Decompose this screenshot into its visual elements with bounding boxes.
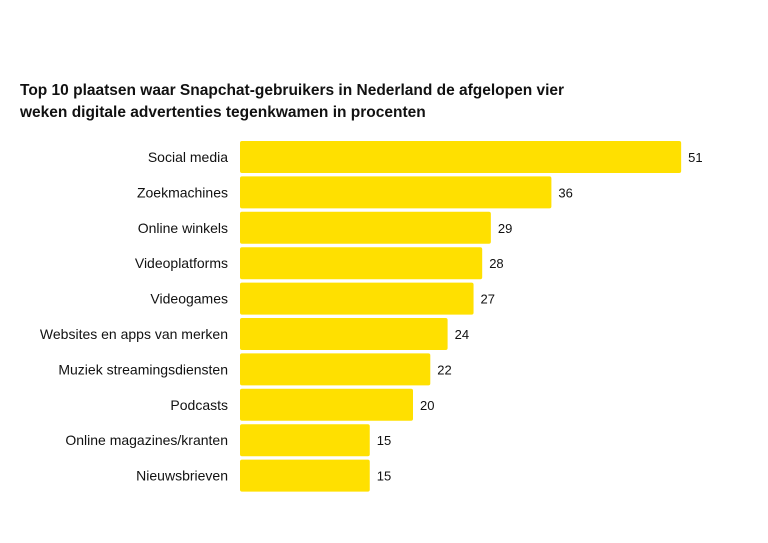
bar xyxy=(240,282,474,315)
bar xyxy=(240,211,491,244)
category-label: Muziek streamingsdiensten xyxy=(58,361,228,377)
bar xyxy=(240,353,431,386)
category-label: Videogames xyxy=(150,291,228,307)
value-label: 51 xyxy=(688,150,702,165)
chart-title-line-2: weken digitale advertenties tegenkwamen … xyxy=(20,104,426,121)
category-label: Online winkels xyxy=(138,220,228,236)
category-label: Zoekmachines xyxy=(137,184,228,200)
bar xyxy=(240,388,413,421)
bar xyxy=(240,318,448,350)
bar xyxy=(240,459,370,492)
category-label: Websites en apps van merken xyxy=(40,326,228,342)
value-label: 36 xyxy=(558,185,572,200)
value-label: 27 xyxy=(481,292,495,307)
value-label: 24 xyxy=(455,327,469,342)
bar xyxy=(240,247,483,280)
value-label: 29 xyxy=(498,221,512,236)
bar xyxy=(240,424,370,457)
category-label: Social media xyxy=(148,149,228,165)
bar xyxy=(240,176,552,209)
category-label: Nieuwsbrieven xyxy=(136,468,228,484)
chart-title: Top 10 plaatsen waar Snapchat-gebruikers… xyxy=(20,80,660,124)
value-label: 22 xyxy=(437,362,451,377)
value-label: 15 xyxy=(377,433,391,448)
chart-title-line-1: Top 10 plaatsen waar Snapchat-gebruikers… xyxy=(20,82,565,99)
bar xyxy=(240,141,682,173)
category-label: Videoplatforms xyxy=(135,255,228,271)
value-label: 15 xyxy=(377,469,391,484)
value-label: 28 xyxy=(489,256,503,271)
value-label: 20 xyxy=(420,398,434,413)
category-label: Podcasts xyxy=(170,397,228,413)
category-label: Online magazines/kranten xyxy=(65,432,228,448)
